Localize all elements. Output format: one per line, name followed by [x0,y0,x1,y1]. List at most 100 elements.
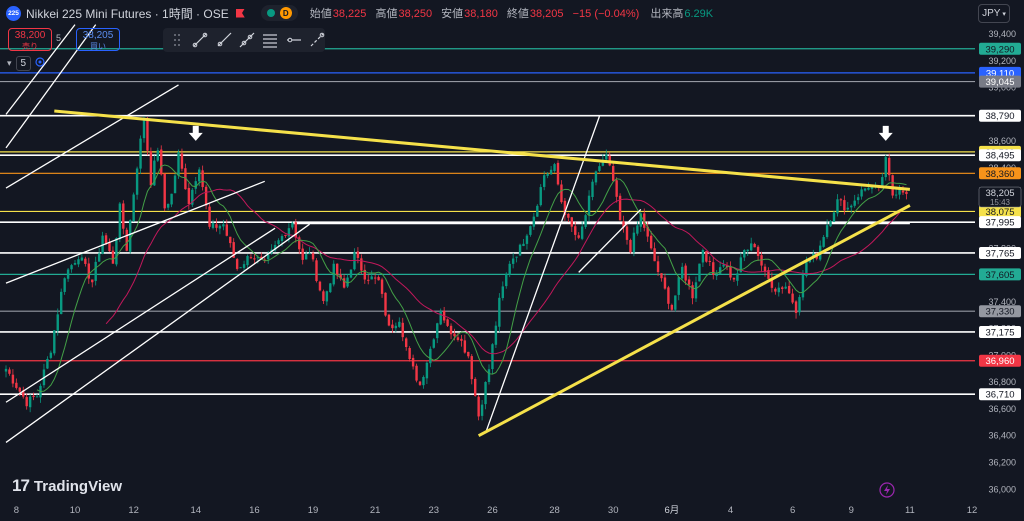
price-level-badge [979,216,1021,229]
price-level-badges: 39,29039,11039,04538,79038,52038,49538,3… [979,42,1021,401]
time-tick-label: 16 [249,505,260,516]
candle-body [677,277,680,295]
status-letter-icon: D [279,7,292,19]
candle-body [774,288,777,292]
drawing-toolbar [163,28,325,52]
candle-body [318,281,322,291]
channel-line [5,180,265,284]
candle-body [15,382,18,388]
buy-button[interactable]: 38,205 買い [76,28,120,51]
ohlc-values: 始値38,225 高値38,250 安値38,180 終値38,205 −15 … [310,5,713,21]
candle-body [160,149,163,175]
candle-body [336,263,339,276]
tradingview-watermark[interactable]: 17 TradingView [12,476,122,496]
yellow-trendline [477,204,911,438]
candle-body [222,224,225,227]
indicator-settings-icon[interactable] [35,57,45,70]
fib-levels-tool-icon[interactable] [262,31,278,49]
candle-body [656,261,660,273]
price-level-badge-label: 37,765 [985,248,1014,259]
open-label: 始値 [309,8,332,20]
market-status[interactable]: D [260,5,298,21]
flag-icon[interactable] [235,8,245,18]
low-label: 安値 [441,8,464,20]
channel-line [484,116,601,434]
price-level-badge-label: 39,290 [985,44,1014,55]
candle-body [163,173,166,209]
candle-body [35,396,39,398]
candle-body [660,273,663,279]
time-tick-label: 12 [128,505,139,516]
currency-button[interactable]: JPY ▾ [978,4,1010,23]
candle-body [549,169,553,175]
extended-line-tool-icon[interactable] [239,31,255,49]
candle-body [646,226,649,237]
change-value: −15 (−0.04%) [572,8,640,20]
symbol-logo[interactable]: 225 [6,5,21,21]
candle-body [784,286,787,289]
candle-body [311,253,315,260]
close-value: 38,205 [529,8,564,20]
candle-body [73,263,77,265]
collapse-chevron-icon[interactable]: ▾ [7,58,12,68]
price-tick-label: 39,400 [988,29,1016,39]
down-arrow-icon [188,125,203,141]
candle-body [129,220,132,252]
horizontal-ray-tool-icon[interactable] [285,31,301,49]
candle-body [698,263,701,282]
candle-body [794,301,798,313]
candle-body [463,340,467,353]
candle-body [701,250,705,263]
candle-body [763,266,767,272]
candle-body [394,325,398,329]
candle-body [718,267,722,274]
candle-body [132,194,135,222]
time-tick-label: 26 [487,505,498,516]
time-tick-label: 23 [429,505,440,516]
candle-body [622,221,625,228]
sell-label: 売り [22,42,38,51]
candle-body [708,260,711,262]
candle-body [208,206,211,227]
candle-body [843,200,846,211]
candle-body [587,195,591,216]
candle-body [456,337,460,340]
time-tick-label: 14 [190,505,201,516]
price-level-badge [979,388,1021,401]
candle-body [139,138,142,169]
countdown-label: 15:43 [990,198,1011,207]
symbol-title[interactable]: Nikkei 225 Mini Futures · 1時間 · OSE [26,6,229,21]
price-level-badge [979,205,1021,218]
candle-body [798,297,801,313]
candle-body [591,181,594,198]
indicator-count[interactable]: 5 [15,56,32,71]
time-tick-label: 6 [790,505,795,516]
candle-body [594,171,598,183]
candle-body [28,396,32,408]
candle-body [184,168,187,190]
channel-line [578,208,642,273]
candle-body [636,225,639,234]
time-tick-label: 21 [370,505,381,516]
price-level-badge-label: 38,075 [985,207,1014,218]
candle-body [225,224,228,236]
sell-button[interactable]: 38,200 売り [8,28,52,51]
candle-body [863,188,867,191]
candle-body [846,207,849,210]
sell-price: 38,200 [14,30,46,41]
candle-body [77,259,80,265]
price-tick-label: 39,200 [988,56,1016,66]
candle-body [66,269,70,279]
candle-body [446,319,449,326]
ray-tool-icon[interactable] [216,31,232,49]
trend-line-tool-icon[interactable] [192,31,208,49]
candle-body [25,397,28,407]
price-level-badge [979,305,1021,318]
candle-body [253,258,256,260]
brush-tool-icon[interactable] [309,31,325,49]
drag-handle-icon[interactable] [169,31,185,49]
candle-body [46,358,49,369]
candle-body [832,212,836,222]
symbol-header: 225 Nikkei 225 Mini Futures · 1時間 · OSE … [0,0,1024,26]
